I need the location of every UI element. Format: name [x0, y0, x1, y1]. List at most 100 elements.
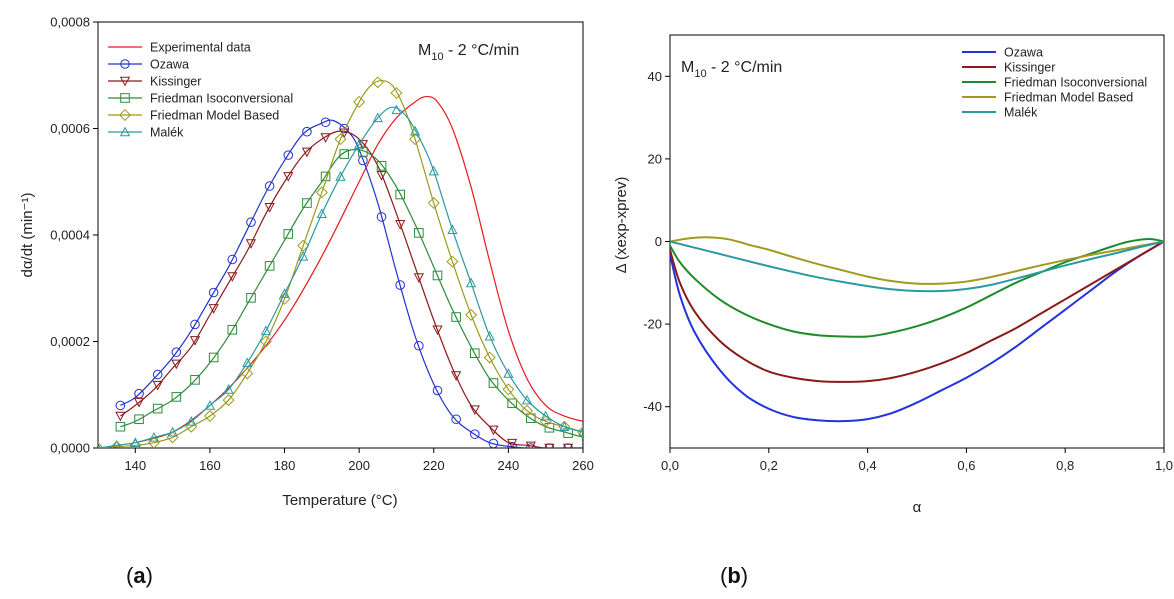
marker-kissinger	[227, 272, 238, 282]
marker-kissinger	[339, 128, 350, 139]
marker-ozawa	[320, 117, 331, 128]
legend-marker	[120, 59, 130, 69]
x-tick-label: 0,4	[859, 458, 877, 473]
marker-friedman-isoconversional	[395, 189, 405, 200]
marker-friedman-isoconversional	[208, 352, 219, 363]
marker-friedman-isoconversional	[432, 270, 443, 281]
marker-kissinger	[581, 443, 583, 447]
legend-item-friedman-model-based: Friedman Model Based	[962, 91, 1133, 105]
marker-friedman-model-based	[353, 95, 366, 108]
marker-friedman-isoconversional	[134, 414, 144, 425]
marker-ozawa	[376, 212, 387, 222]
marker-friedman-model-based	[502, 383, 515, 396]
marker-friedman-isoconversional	[451, 312, 461, 322]
marker-friedman-model-based	[203, 410, 216, 423]
legend-label: Ozawa	[150, 58, 189, 72]
legend-item-friedman-model-based: Friedman Model Based	[108, 109, 279, 123]
series-friedman-model-based	[670, 236, 1164, 285]
marker-friedman-isoconversional	[302, 198, 312, 208]
legend-label: Ozawa	[1004, 46, 1043, 60]
legend-item-malek: Malék	[962, 106, 1038, 120]
marker-friedman-model-based	[222, 394, 235, 407]
x-tick-label: 0,0	[661, 458, 679, 473]
marker-kissinger	[357, 140, 369, 150]
marker-malek	[167, 426, 178, 437]
marker-friedman-isoconversional	[376, 160, 387, 171]
x-tick-label: 140	[124, 458, 146, 473]
marker-friedman-isoconversional	[339, 149, 350, 159]
chart-b: 0,0 0,2 0,4 0,6 0,8 1,0 -40 -20 0 20 40 M10 - 2 °…	[613, 34, 1173, 516]
marker-kissinger	[283, 172, 294, 182]
marker-friedman-isoconversional	[507, 398, 517, 409]
series-ozawa	[115, 117, 583, 448]
legend-label: Friedman Model Based	[150, 109, 279, 123]
marker-friedman-isoconversional	[470, 348, 480, 359]
y-tick-label: 0	[655, 234, 662, 249]
marker-kissinger	[562, 443, 574, 448]
marker-malek	[428, 165, 439, 176]
marker-ozawa	[302, 126, 312, 137]
series-line-malek	[670, 240, 1164, 293]
marker-friedman-model-based	[446, 255, 459, 268]
marker-kissinger	[320, 133, 331, 143]
marker-friedman-model-based	[576, 426, 583, 439]
x-tick-label: 260	[572, 458, 594, 473]
marker-friedman-model-based	[483, 351, 496, 364]
marker-malek	[279, 288, 290, 298]
marker-ozawa	[171, 347, 182, 357]
marker-kissinger	[525, 441, 536, 448]
y-tick-label: 20	[648, 151, 662, 166]
marker-friedman-model-based	[259, 335, 272, 348]
marker-malek	[316, 208, 327, 218]
y-tick-label: 40	[648, 69, 662, 84]
marker-friedman-isoconversional	[581, 432, 583, 443]
marker-malek	[204, 400, 216, 410]
legend-item-friedman-isoconversional: Friedman Isoconversional	[962, 76, 1147, 90]
legend-label: Kissinger	[1004, 61, 1055, 75]
x-tick-label: 180	[274, 458, 296, 473]
series-line-ozawa	[670, 240, 1164, 423]
marker-malek	[391, 104, 402, 115]
legend-item-experimental-data: Experimental data	[108, 41, 251, 55]
marker-ozawa	[190, 319, 200, 330]
marker-kissinger	[152, 380, 163, 391]
chart-a-annotation: M10 - 2 °C/min	[418, 42, 519, 63]
series-malek	[670, 240, 1164, 293]
marker-malek	[112, 439, 121, 448]
marker-friedman-isoconversional	[264, 261, 275, 271]
legend-item-friedman-isoconversional: Friedman Isoconversional	[108, 92, 293, 106]
marker-malek	[540, 410, 551, 421]
legend-label: Malék	[150, 126, 184, 140]
marker-friedman-model-based	[371, 76, 384, 89]
marker-ozawa	[525, 443, 536, 448]
y-tick-label: 0,0006	[50, 121, 90, 136]
chart-b-y-axis-label: Δ (xexp-xprev)	[613, 177, 630, 274]
x-tick-label: 0,2	[760, 458, 778, 473]
marker-ozawa	[208, 287, 219, 298]
chart-a-x-axis-label: Temperature (°C)	[282, 492, 397, 509]
legend-item-ozawa: Ozawa	[108, 58, 189, 72]
marker-ozawa	[414, 340, 424, 351]
chart-b-annotation: M10 - 2 °C/min	[681, 59, 782, 80]
legend-item-kissinger: Kissinger	[962, 61, 1055, 75]
marker-friedman-isoconversional	[115, 421, 126, 432]
marker-ozawa	[488, 438, 499, 448]
y-tick-label: -20	[643, 317, 662, 332]
marker-malek	[372, 112, 383, 123]
series-line-friedman-isoconversional	[670, 238, 1164, 338]
legend-label: Friedman Isoconversional	[150, 92, 293, 106]
chart-a-y-ticks: 0,0000 0,0002 0,0004 0,0006 0,0008	[50, 15, 98, 456]
series-line-friedman-model-based	[670, 236, 1164, 285]
x-tick-label: 220	[423, 458, 445, 473]
chart-b-y-ticks: -40 -20 0 20 40	[643, 69, 670, 414]
marker-malek	[335, 171, 346, 181]
chart-a: 140 160 180 200 220 240 260 0,0000 0,0002 0,0004…	[19, 15, 594, 510]
marker-ozawa	[283, 150, 294, 160]
legend-label: Friedman Isoconversional	[1004, 76, 1147, 90]
marker-kissinger	[115, 411, 126, 422]
marker-kissinger	[245, 239, 257, 249]
marker-friedman-model-based	[427, 197, 440, 210]
marker-ozawa	[507, 441, 517, 448]
marker-kissinger	[395, 220, 406, 230]
